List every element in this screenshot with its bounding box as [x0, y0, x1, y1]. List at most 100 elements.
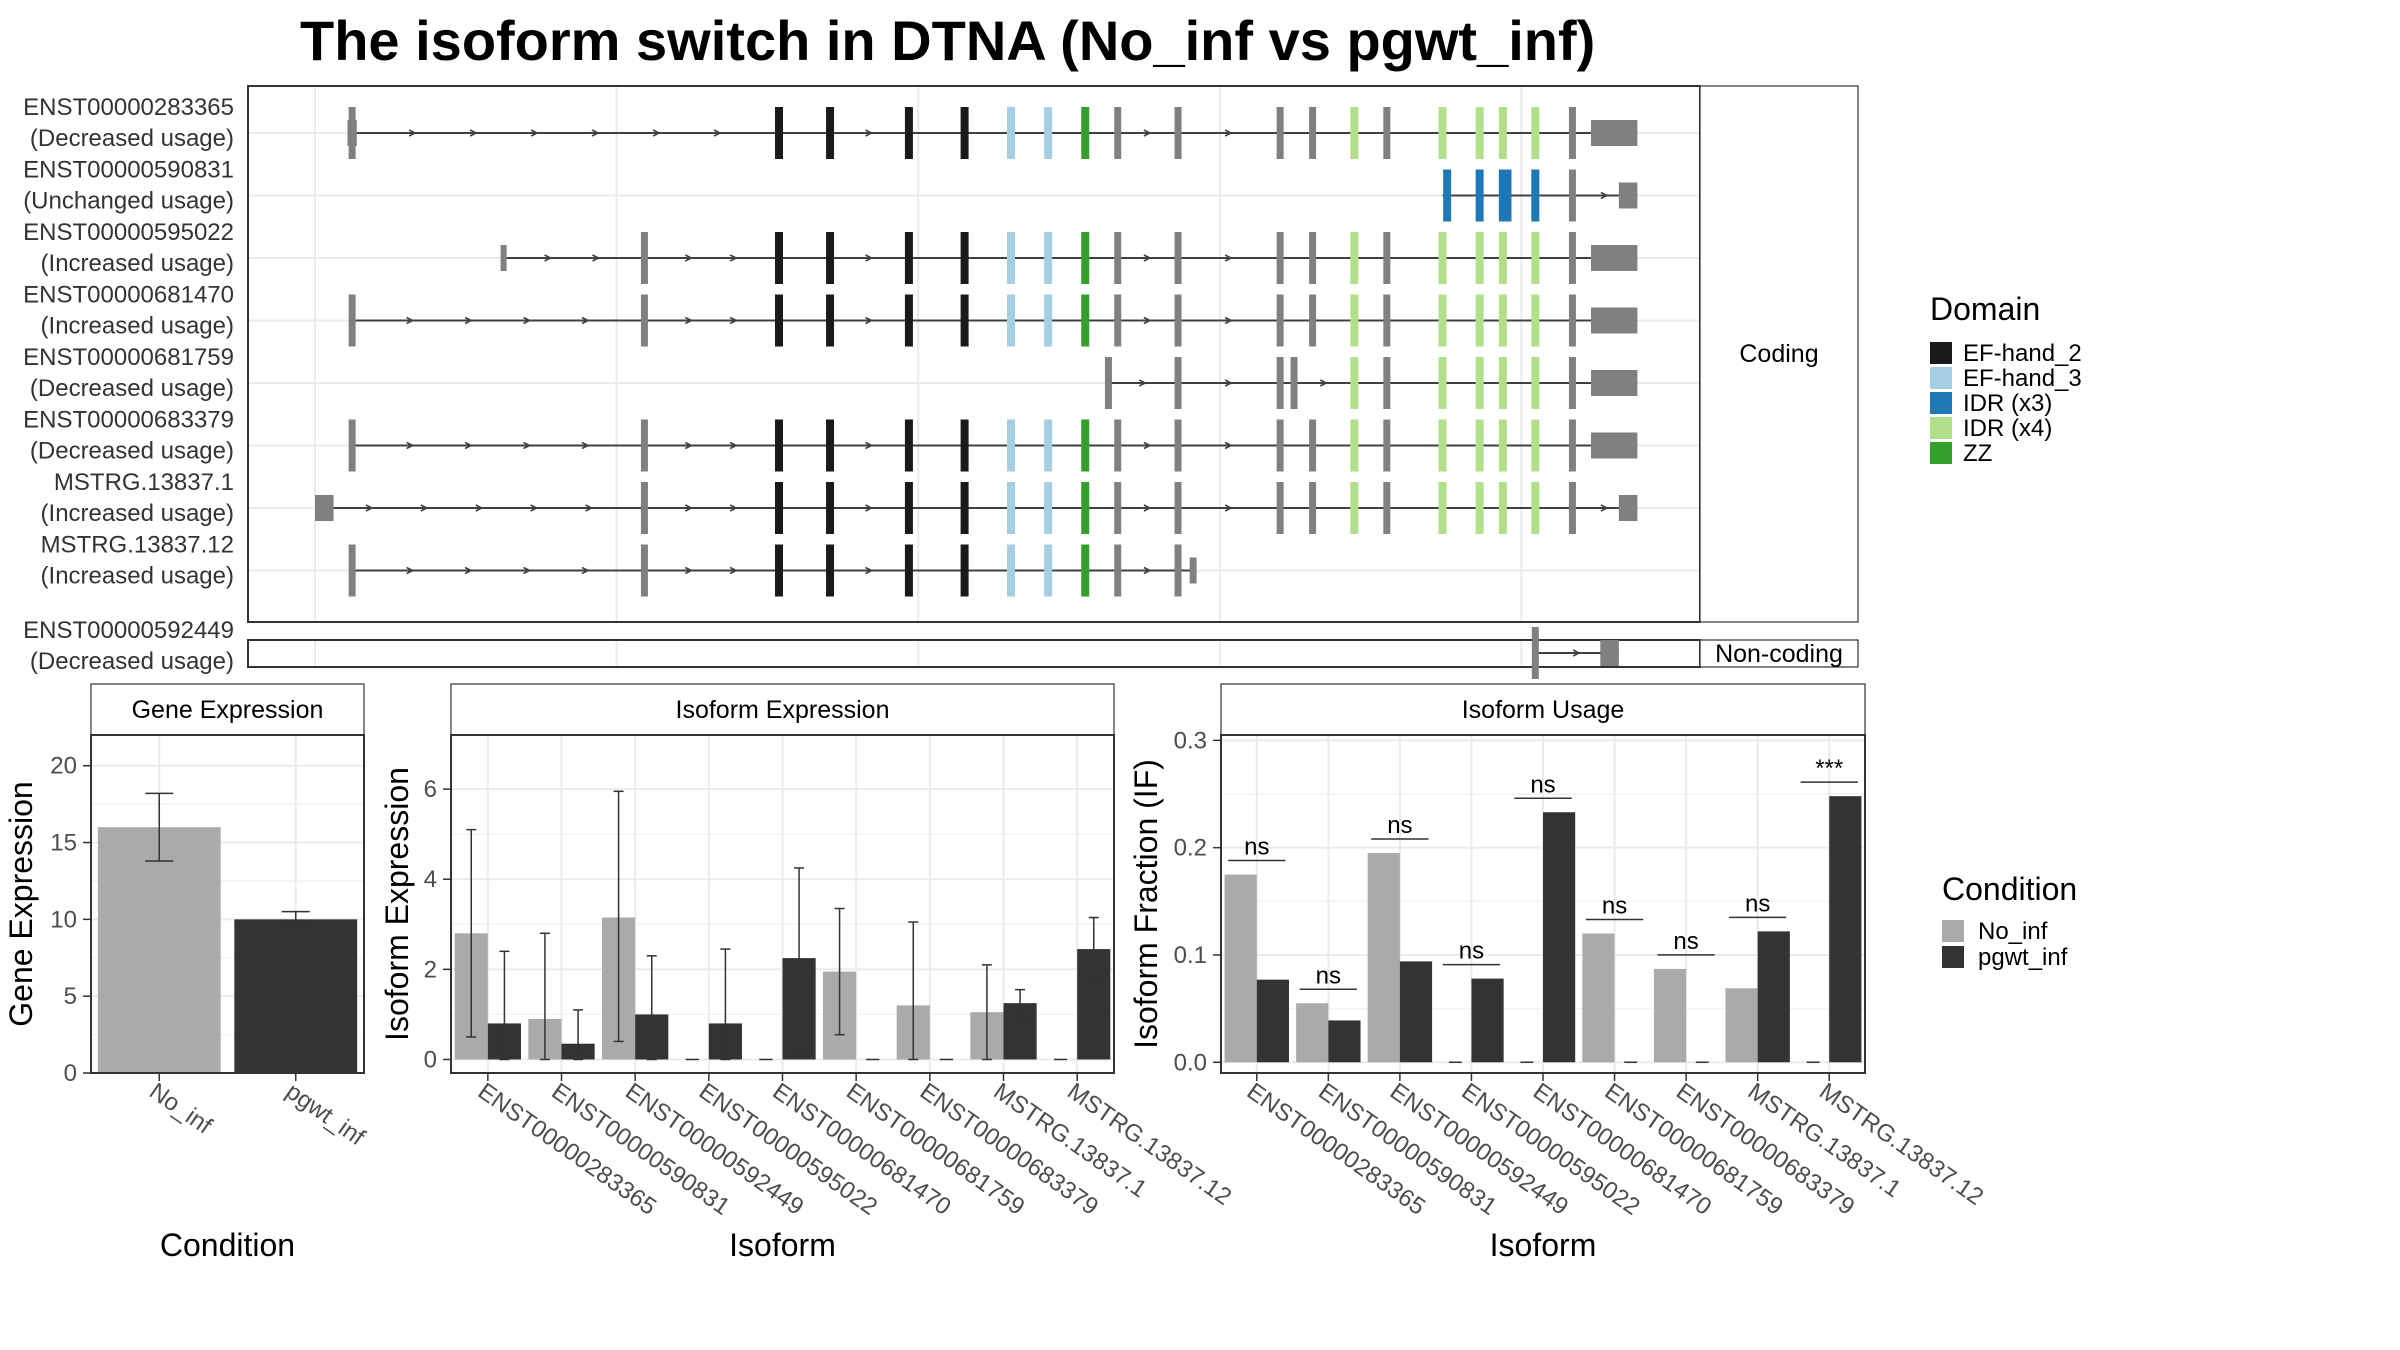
coding-exon: [640, 544, 648, 597]
intron-arrow: [1600, 504, 1609, 512]
coding-exon: [1114, 482, 1122, 534]
panel-border: [90, 734, 365, 1074]
coding-exon: [1104, 357, 1112, 409]
coding-exon: [348, 107, 356, 159]
domain-block: [1007, 544, 1015, 597]
coding-strip: [1699, 85, 1859, 623]
significance-label: ns: [1673, 928, 1698, 955]
bar: [1757, 931, 1790, 1063]
intron-arrow: [729, 316, 738, 325]
intron-arrow: [464, 441, 473, 450]
bar: [234, 919, 358, 1073]
coding-exon: [1568, 294, 1576, 347]
coding-exon: [1114, 232, 1122, 284]
coding-exon: [1276, 232, 1284, 284]
coding-exon: [1114, 107, 1122, 159]
y-tick-label: 0.1: [1174, 942, 1207, 969]
domain-legend-title: Domain: [1930, 291, 2040, 327]
domain-legend-label: ZZ: [1963, 440, 1992, 467]
domain-block: [1531, 232, 1540, 284]
coding-exon: [1174, 107, 1182, 159]
bar: [1829, 796, 1862, 1063]
y-tick-label: 6: [424, 776, 437, 803]
domain-block: [826, 232, 835, 284]
domain-block: [960, 107, 969, 159]
intron-arrow: [581, 441, 590, 450]
coding-exon: [1309, 419, 1317, 472]
significance-label: ns: [1387, 812, 1412, 839]
domain-block: [775, 294, 783, 347]
domain-block: [1081, 232, 1090, 284]
coding-exon: [1174, 419, 1182, 472]
domain-block: [1007, 482, 1015, 534]
utr-exon: [1618, 495, 1638, 521]
intron-arrow: [1143, 504, 1152, 512]
significance-label: ns: [1244, 833, 1269, 860]
transcript-id-label: ENST00000683379: [23, 407, 234, 434]
utr-exon: [1591, 307, 1638, 334]
panel-strip-title: Gene Expression: [132, 696, 324, 724]
intron-arrow: [530, 504, 539, 512]
domain-block: [1081, 482, 1090, 534]
intron-arrow: [581, 316, 590, 325]
intron-arrow: [592, 254, 601, 262]
coding-exon: [1174, 482, 1182, 534]
domain-block: [1438, 357, 1447, 409]
domain-block: [960, 232, 969, 284]
domain-block: [1044, 232, 1053, 284]
bar: [1543, 812, 1576, 1063]
intron-arrow: [365, 504, 374, 512]
transcript-id-label: ENST00000595022: [23, 219, 234, 246]
intron-arrow: [523, 316, 532, 325]
transcript-id-label: ENST00000592449: [23, 617, 234, 644]
utr-exon: [1591, 245, 1638, 271]
y-axis-title: Gene Expression: [3, 781, 39, 1026]
domain-block: [1475, 232, 1484, 284]
intron-arrow: [523, 566, 532, 575]
intron-arrow: [469, 129, 478, 137]
domain-block: [826, 419, 835, 472]
condition-legend-label: No_inf: [1978, 918, 2048, 945]
transcript-id-label: MSTRG.13837.1: [54, 469, 234, 496]
coding-exon: [1568, 357, 1576, 409]
domain-block: [1438, 294, 1447, 347]
x-axis-title: Isoform: [729, 1227, 836, 1263]
transcript-id-label: ENST00000681470: [23, 282, 234, 309]
intron-arrow: [1143, 316, 1152, 325]
bar: [1256, 979, 1289, 1063]
coding-exon: [1114, 294, 1122, 347]
domain-block: [1350, 107, 1359, 159]
domain-block: [1350, 294, 1359, 347]
domain-block: [775, 232, 783, 284]
domain-block: [775, 544, 783, 597]
domain-block: [1531, 169, 1540, 222]
domain-block: [1531, 294, 1540, 347]
intron-arrow: [1224, 441, 1233, 450]
coding-exon: [1174, 544, 1182, 597]
intron-arrow: [865, 316, 874, 325]
noncoding-panel: [247, 639, 1701, 668]
domain-block: [826, 544, 835, 597]
domain-block: [1007, 232, 1015, 284]
domain-block: [1350, 357, 1359, 409]
intron-arrow: [1138, 379, 1148, 387]
bar: [1653, 968, 1687, 1063]
domain-block: [1438, 232, 1447, 284]
coding-exon: [1276, 107, 1284, 159]
intron-arrow: [865, 504, 874, 512]
domain-legend-swatch: [1930, 392, 1952, 414]
domain-legend-label: IDR (x4): [1963, 415, 2052, 442]
intron-arrow: [408, 129, 417, 137]
panel-strip: [90, 683, 365, 736]
intron-arrow: [544, 254, 553, 262]
panel-strip-title: Isoform Expression: [676, 696, 890, 724]
coding-exon: [1568, 169, 1576, 222]
coding-exon: [640, 232, 648, 284]
domain-block: [1475, 482, 1484, 534]
transcript-status-label: (Unchanged usage): [23, 188, 234, 215]
domain-block: [1498, 107, 1507, 159]
coding-exon: [348, 419, 356, 472]
y-axis-title: Isoform Fraction (IF): [1128, 759, 1164, 1049]
intron-arrow: [1143, 254, 1152, 262]
domain-block: [1081, 294, 1090, 347]
